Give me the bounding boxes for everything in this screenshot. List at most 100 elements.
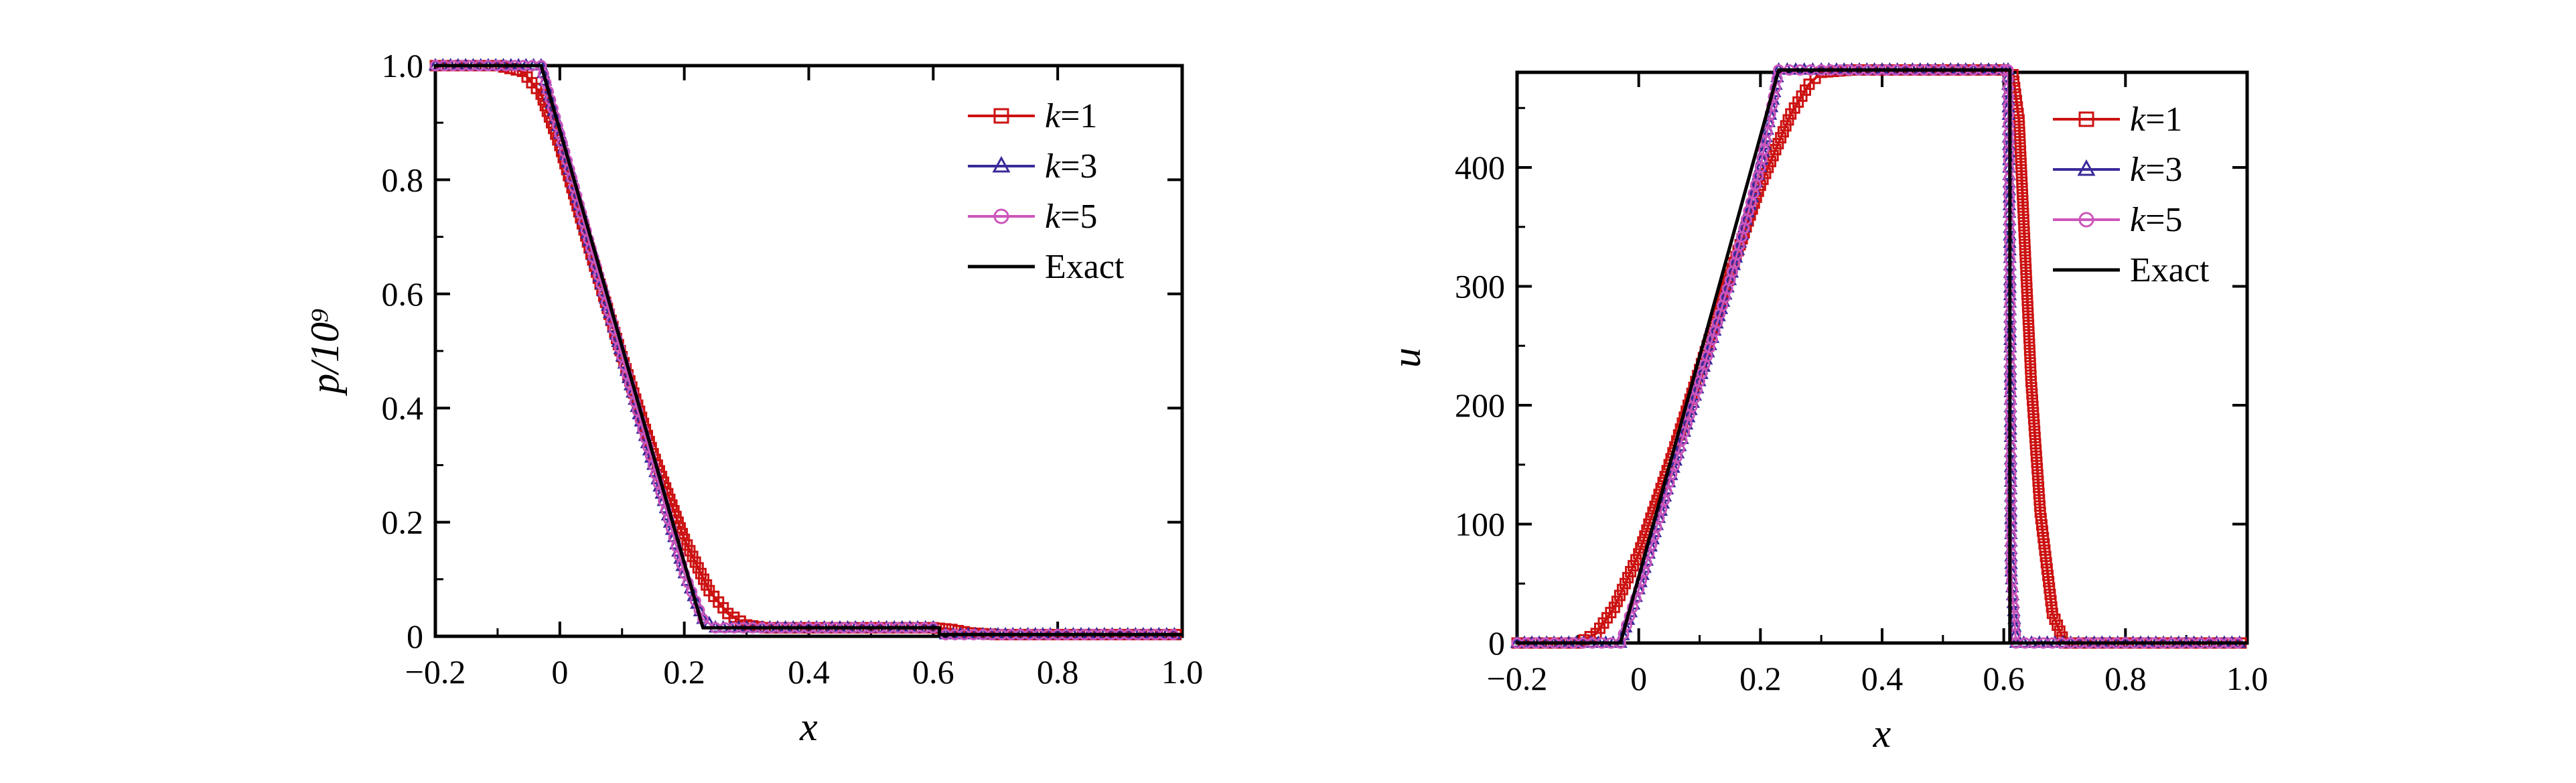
series-exact <box>435 64 1182 636</box>
data-point-marker <box>2019 238 2031 251</box>
data-point-marker <box>1780 120 1792 132</box>
x-tick-label: 0.6 <box>912 653 954 691</box>
data-point-marker <box>2034 506 2046 518</box>
data-point-marker <box>2046 601 2058 613</box>
data-point-marker <box>535 88 547 100</box>
data-point-marker <box>2025 376 2037 387</box>
x-tick-label: 0.4 <box>788 653 830 691</box>
legend-item: k=1 <box>968 97 1097 135</box>
data-point-marker <box>2015 170 2027 182</box>
legend-item: k=3 <box>2053 151 2182 189</box>
data-point-marker <box>1712 308 1726 322</box>
data-point-marker <box>689 556 701 568</box>
data-point-marker <box>1785 108 1797 120</box>
x-tick-label: 1.0 <box>1161 653 1204 691</box>
data-point-marker <box>2023 332 2035 344</box>
data-point-marker <box>2015 157 2027 169</box>
data-point-marker <box>2035 519 2048 531</box>
data-point-marker <box>1697 359 1711 372</box>
legend-label-k: k <box>2130 151 2146 189</box>
data-point-marker <box>2049 614 2061 625</box>
data-point-marker <box>2023 319 2035 332</box>
x-tick-label: −0.2 <box>1487 660 1548 697</box>
x-tick-label: 0 <box>551 653 568 691</box>
data-point-marker <box>2022 313 2034 326</box>
data-point-marker <box>2019 244 2031 257</box>
legend-label: k=3 <box>1045 147 1097 186</box>
data-point-marker <box>1777 126 1789 138</box>
data-point-marker <box>2016 182 2028 194</box>
chart-pressure: −0.2 0 0.2 0.4 0.6 0.8 1.000.20.40.60.81.0xp/1… <box>303 47 1203 749</box>
data-point-marker <box>2027 413 2040 425</box>
data-point-marker <box>1675 431 1689 444</box>
data-point-marker <box>2031 456 2043 468</box>
data-point-marker <box>2024 357 2036 369</box>
data-point-marker <box>687 551 699 563</box>
data-point-marker <box>1788 102 1800 114</box>
data-point-marker <box>2018 226 2030 238</box>
data-point-marker <box>2052 619 2064 631</box>
y-tick-label: 300 <box>1455 268 1505 305</box>
legend-item: Exact <box>2053 251 2210 289</box>
data-point-marker <box>2019 232 2031 244</box>
legend-label-value: =3 <box>2145 151 2182 189</box>
data-point-marker <box>1800 84 1812 96</box>
legend-label-k: k <box>2130 100 2146 139</box>
legend-label: Exact <box>2130 251 2210 289</box>
data-point-marker <box>2015 145 2027 157</box>
data-point-marker <box>1682 409 1696 423</box>
data-point-marker <box>1691 380 1705 394</box>
legend-label-value: =5 <box>1060 198 1097 236</box>
data-point-marker <box>681 539 693 551</box>
y-axis-label: u <box>1384 348 1429 368</box>
legend-label: k=1 <box>2130 100 2182 139</box>
data-point-marker <box>1628 560 1640 572</box>
data-point-marker <box>2019 251 2031 263</box>
data-point-marker <box>1721 279 1735 293</box>
data-point-marker <box>2033 494 2046 506</box>
data-point-marker <box>2025 363 2037 375</box>
data-point-marker <box>2046 608 2058 620</box>
x-tick-label: −0.2 <box>405 653 466 691</box>
data-point-marker <box>2026 388 2038 400</box>
data-point-marker <box>2021 282 2033 294</box>
data-point-marker <box>1705 330 1720 343</box>
data-point-marker <box>2021 301 2033 313</box>
data-point-marker <box>2037 525 2049 537</box>
data-point-marker <box>2027 401 2039 413</box>
data-point-marker <box>2043 575 2055 587</box>
data-point-marker <box>684 545 696 557</box>
legend-label-value: Exact <box>2130 251 2210 289</box>
data-point-marker <box>2031 463 2044 475</box>
y-tick-label: 200 <box>1455 386 1505 424</box>
data-point-marker <box>2031 469 2044 481</box>
data-point-marker <box>2041 563 2053 575</box>
data-point-marker <box>1625 566 1637 577</box>
data-point-marker <box>2054 625 2066 637</box>
legend-marker <box>2078 212 2094 228</box>
y-tick-label: 400 <box>1455 149 1505 186</box>
data-point-marker <box>2015 151 2027 163</box>
data-point-marker <box>2017 207 2029 219</box>
legend-marker <box>993 108 1009 124</box>
data-point-marker <box>1616 583 1628 595</box>
x-tick-label: 0.8 <box>2104 660 2147 697</box>
data-point-marker <box>701 579 713 591</box>
legend-label-k: k <box>1045 97 1061 135</box>
data-point-marker <box>692 562 704 574</box>
data-point-marker <box>2020 263 2032 275</box>
data-point-marker <box>2014 139 2026 151</box>
data-point-marker <box>2033 482 2045 494</box>
data-point-marker <box>2017 201 2029 213</box>
x-tick-label: 0.4 <box>1861 660 1904 697</box>
data-point-marker <box>2018 220 2030 232</box>
legend-label-value: =1 <box>2145 100 2182 139</box>
data-point-marker <box>2029 437 2042 449</box>
data-point-marker <box>1608 601 1620 614</box>
data-point-marker <box>2015 163 2027 175</box>
data-point-marker <box>2045 595 2057 607</box>
data-point-marker <box>2020 269 2032 281</box>
legend-label: k=5 <box>2130 201 2182 239</box>
